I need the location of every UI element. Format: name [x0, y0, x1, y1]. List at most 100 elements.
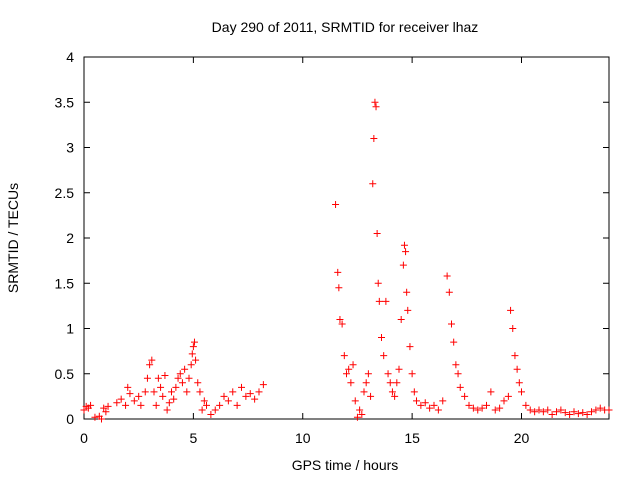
data-point — [391, 392, 399, 400]
data-point — [159, 392, 167, 400]
data-point — [500, 397, 508, 405]
data-point — [507, 306, 515, 314]
data-point — [408, 370, 416, 378]
data-point — [362, 379, 370, 387]
data-point — [544, 406, 552, 414]
data-point — [430, 401, 438, 409]
data-point — [535, 406, 543, 414]
data-point — [583, 410, 591, 418]
data-point — [229, 388, 237, 396]
x-tick-label: 5 — [189, 430, 197, 446]
data-point — [402, 248, 410, 256]
data-point — [98, 415, 105, 423]
data-point — [452, 361, 460, 369]
y-tick-label: 0 — [66, 411, 74, 427]
data-point — [161, 372, 169, 380]
data-point — [154, 374, 162, 382]
data-point — [91, 413, 99, 421]
data-point — [172, 383, 180, 391]
data-point — [478, 404, 486, 412]
data-point — [548, 410, 556, 418]
data-point — [183, 388, 191, 396]
data-point — [421, 399, 429, 407]
data-point — [80, 406, 88, 414]
data-point — [382, 297, 390, 305]
data-point — [255, 388, 263, 396]
data-point — [87, 401, 95, 409]
data-point — [146, 361, 154, 369]
data-point — [410, 388, 418, 396]
data-point — [518, 388, 525, 396]
data-point — [469, 404, 477, 412]
data-point — [388, 388, 396, 396]
data-point — [378, 334, 385, 342]
data-point — [413, 397, 420, 405]
data-point — [504, 392, 512, 400]
data-point — [465, 401, 473, 409]
data-point — [198, 406, 206, 414]
data-point — [496, 404, 504, 412]
data-point — [200, 397, 208, 405]
chart-title: Day 290 of 2011, SRMTID for receiver lha… — [212, 19, 479, 35]
data-point — [340, 352, 348, 360]
x-tick-label: 15 — [404, 430, 420, 446]
data-point — [406, 343, 414, 351]
data-point — [515, 379, 523, 387]
data-point — [456, 383, 464, 391]
x-tick-label: 10 — [295, 430, 311, 446]
data-point — [483, 401, 490, 409]
x-tick-label: 0 — [80, 430, 88, 446]
y-axis-label: SRMTID / TECUs — [5, 183, 21, 293]
data-point — [122, 401, 130, 409]
data-point — [526, 406, 534, 414]
data-point — [135, 392, 143, 400]
data-point — [448, 320, 455, 328]
data-point — [148, 356, 156, 364]
data-point — [207, 410, 215, 418]
y-tick-label: 3.5 — [55, 94, 75, 110]
data-point — [351, 397, 359, 405]
data-point — [185, 374, 193, 382]
data-point — [364, 370, 372, 378]
data-point — [251, 395, 259, 403]
data-point — [417, 401, 425, 409]
data-point — [157, 383, 165, 391]
data-point — [130, 397, 138, 405]
data-point — [539, 408, 547, 416]
data-point — [163, 406, 171, 414]
data-point — [353, 413, 361, 421]
data-point — [332, 201, 340, 209]
data-point — [461, 392, 469, 400]
data-point — [203, 401, 210, 409]
data-point — [100, 404, 108, 412]
data-point — [487, 388, 495, 396]
data-point — [380, 352, 388, 360]
data-point — [259, 381, 267, 389]
data-point — [165, 399, 173, 407]
data-point — [126, 390, 134, 398]
data-point — [192, 356, 200, 364]
x-tick-label: 20 — [514, 430, 530, 446]
data-point — [216, 401, 224, 409]
data-point — [588, 408, 595, 416]
data-point — [181, 365, 189, 373]
data-point — [335, 284, 343, 292]
data-point — [454, 370, 462, 378]
data-point — [347, 379, 355, 387]
data-point — [104, 402, 112, 410]
data-point — [176, 370, 184, 378]
data-point — [174, 374, 182, 382]
y-tick-label: 4 — [66, 49, 74, 65]
data-point — [579, 409, 587, 417]
y-tick-label: 1.5 — [55, 275, 75, 291]
data-point — [592, 406, 600, 414]
data-point — [194, 379, 202, 387]
data-point — [393, 379, 401, 387]
y-tick-label: 2.5 — [55, 185, 75, 201]
data-point — [404, 306, 412, 314]
data-point — [605, 406, 613, 414]
data-point — [566, 410, 574, 418]
data-point — [371, 98, 379, 106]
data-point — [141, 388, 149, 396]
